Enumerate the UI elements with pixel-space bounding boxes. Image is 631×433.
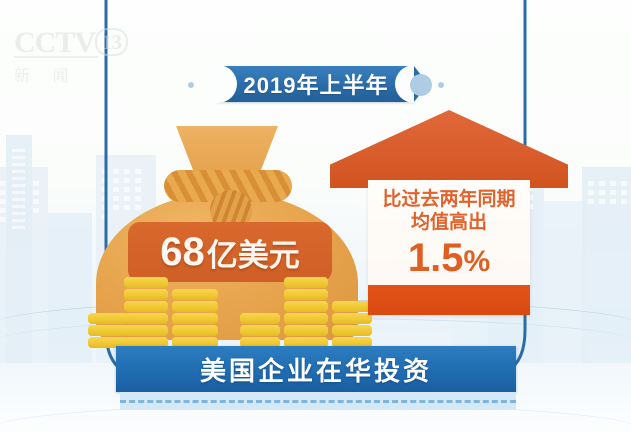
- ribbon-notch-left: [199, 65, 237, 103]
- growth-percent: 1.5%: [408, 236, 490, 284]
- growth-percent-value: 1.5: [407, 236, 464, 280]
- cctv-logo-subtitle: 新 闻: [14, 68, 78, 85]
- title-ribbon: 2019年上半年: [186, 65, 446, 104]
- up-arrow-icon: [330, 110, 568, 188]
- growth-description-line-1: 比过去两年同期: [382, 189, 516, 210]
- cctv-channel-number: 13: [95, 28, 129, 56]
- coin-stack: [240, 312, 280, 348]
- coin-stack: [88, 312, 128, 348]
- growth-description-line-2: 均值高出: [410, 212, 487, 233]
- title-ribbon-label: 2019年上半年: [243, 73, 389, 98]
- amount-unit: 亿美元: [206, 237, 300, 273]
- title-ribbon-body: 2019年上半年: [199, 65, 433, 103]
- cctv-logo-rule: [14, 56, 98, 58]
- amount-value: 68: [160, 229, 205, 274]
- coin-stack: [332, 300, 372, 348]
- arrow-base-bar: [368, 285, 530, 315]
- dashed-line: [120, 399, 516, 403]
- percent-symbol: %: [463, 245, 491, 278]
- ribbon-accent-dot-small-right: [438, 82, 444, 88]
- ribbon-accent-dot-right: [410, 74, 432, 96]
- ribbon-accent-dot-small-left: [188, 82, 194, 88]
- cctv-watermark-logo: CCTV 13 新 闻: [14, 26, 134, 85]
- bottom-caption-label: 美国企业在华投资: [199, 355, 432, 386]
- coin-stack: [124, 276, 168, 348]
- coin-stacks: [88, 272, 378, 348]
- coin-stack: [284, 276, 328, 348]
- growth-arrow-panel: 比过去两年同期 均值高出 1.5%: [330, 110, 568, 315]
- bottom-caption-banner: 美国企业在华投资: [116, 346, 516, 392]
- cctv-logo-text: CCTV: [14, 26, 96, 59]
- banner-dashed-strip: [120, 392, 516, 410]
- amount-label: 68 亿美元: [128, 222, 332, 282]
- coin-stack: [172, 288, 218, 348]
